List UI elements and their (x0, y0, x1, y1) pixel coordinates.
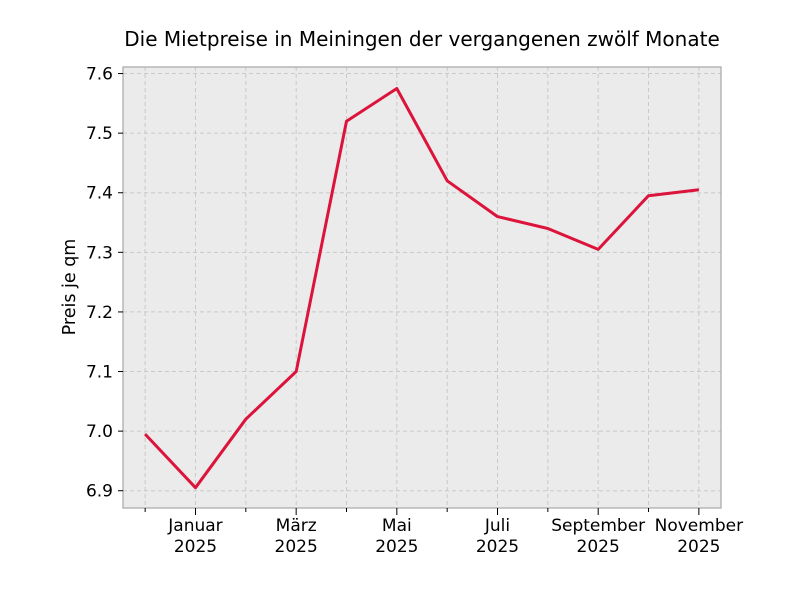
x-tick-label-month: Juli (484, 516, 510, 536)
data-line (144, 87, 700, 490)
y-tick-label: 7.5 (86, 124, 113, 144)
x-tick-label-year: 2025 (577, 537, 620, 557)
y-tick-label: 7.4 (86, 184, 113, 204)
y-tick-label: 7.3 (86, 243, 113, 263)
y-tick-label: 7.1 (86, 363, 113, 383)
x-tick-label-month: März (276, 516, 317, 536)
x-tick-label-year: 2025 (275, 537, 318, 557)
x-tick-label-month: November (655, 516, 743, 536)
x-tick-label-year: 2025 (174, 537, 217, 557)
y-tick-label: 7.6 (86, 65, 113, 85)
x-tick-label-year: 2025 (375, 537, 418, 557)
y-tick-label: 6.9 (86, 482, 113, 502)
chart-title: Die Mietpreise in Meiningen der vergange… (124, 27, 720, 51)
y-tick-label: 7.2 (86, 303, 113, 323)
x-tick-label-year: 2025 (677, 537, 720, 557)
y-tick-label: 7.0 (86, 422, 113, 442)
x-tick-label-year: 2025 (476, 537, 519, 557)
x-tick-label-month: September (551, 516, 645, 536)
axes-spines (122, 66, 722, 509)
x-tick-label-month: Mai (382, 516, 412, 536)
x-tick-label-month: Januar (167, 516, 222, 536)
axes-background (123, 67, 721, 508)
